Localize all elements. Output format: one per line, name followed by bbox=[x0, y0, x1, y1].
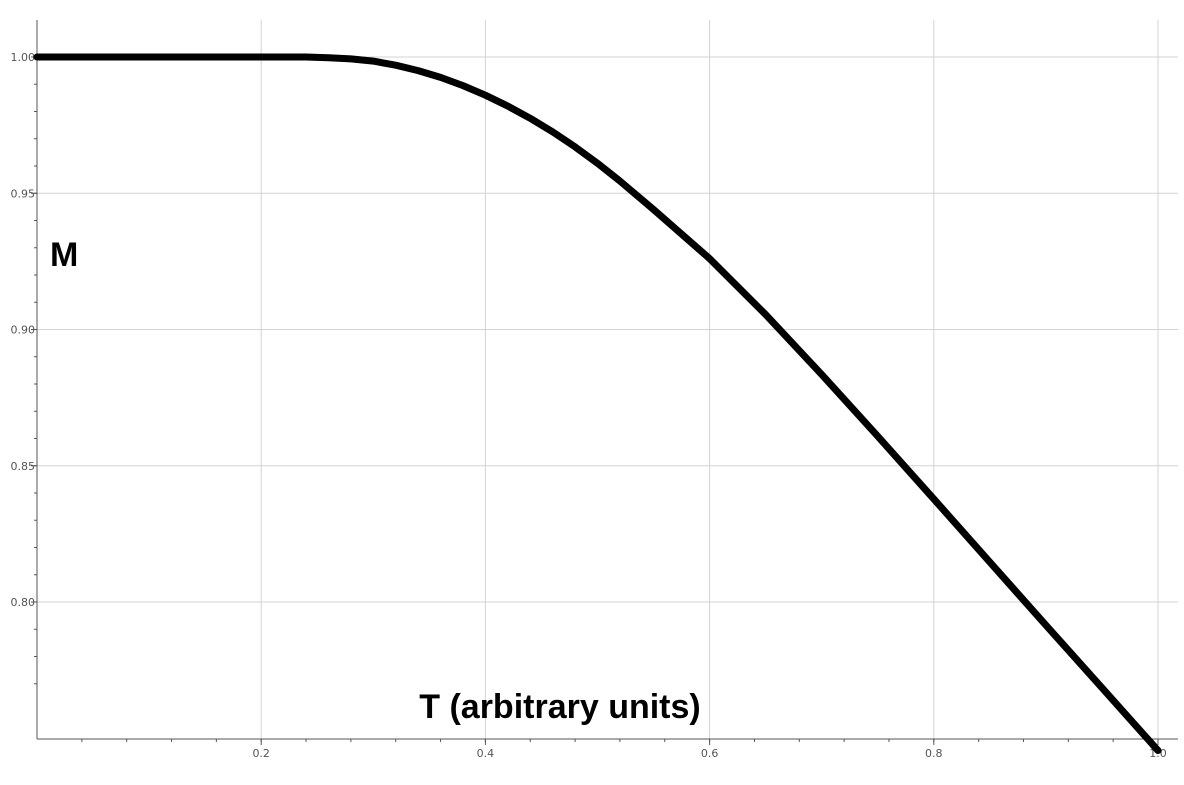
y-tick-label: 0.80 bbox=[11, 596, 36, 609]
data-line bbox=[33, 53, 1162, 754]
y-tick-label: 0.90 bbox=[11, 324, 36, 337]
x-tick-label: 0.2 bbox=[252, 747, 270, 760]
x-axis-label: T (arbitrary units) bbox=[419, 688, 700, 726]
x-tick-label: 0.4 bbox=[477, 747, 495, 760]
grid bbox=[37, 20, 1178, 739]
y-axis-label: M bbox=[50, 236, 78, 274]
x-tick-label: 0.6 bbox=[701, 747, 719, 760]
y-tick-label: 1.00 bbox=[11, 51, 36, 64]
x-tick-label: 0.8 bbox=[925, 747, 943, 760]
y-tick-label: 0.95 bbox=[11, 187, 36, 200]
axes bbox=[36, 20, 1178, 740]
y-tick-label: 0.85 bbox=[11, 460, 36, 473]
